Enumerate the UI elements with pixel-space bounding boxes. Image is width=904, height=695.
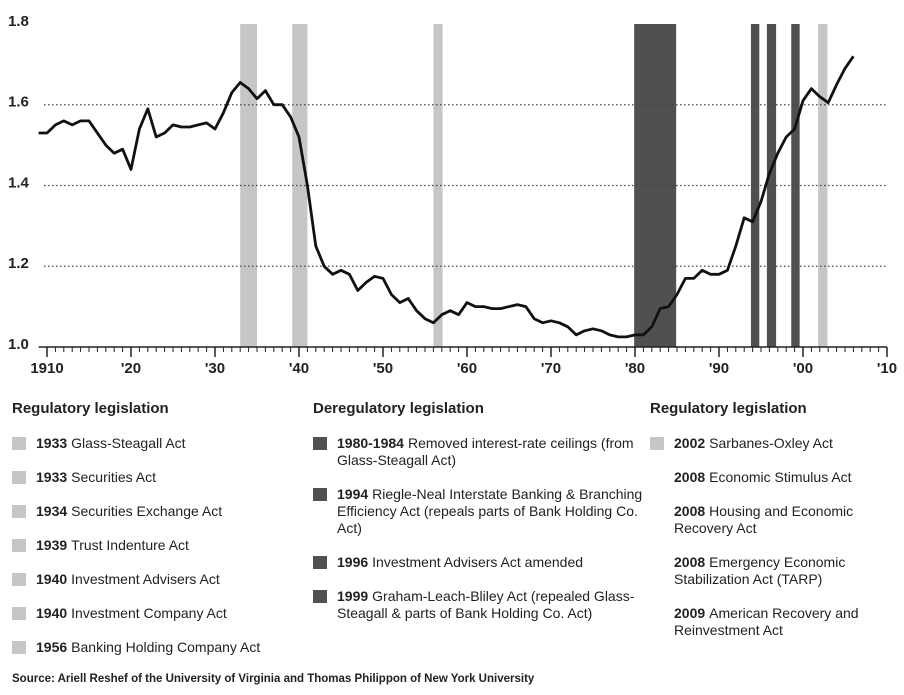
- legend-year: 1980-1984: [337, 435, 404, 451]
- legend-item: 1994 Riegle-Neal Interstate Banking & Bra…: [313, 486, 643, 537]
- legend-swatch: [650, 437, 664, 450]
- legend-item: 1933 Glass-Steagall Act: [12, 435, 312, 452]
- x-tick-label: '20: [121, 360, 141, 377]
- legend-year: 2002: [674, 435, 706, 451]
- legend-year: 1939: [36, 537, 68, 553]
- y-tick-label: 1.4: [8, 174, 30, 191]
- legend-text: Investment Advisers Act: [71, 571, 220, 587]
- legend-year: 1934: [36, 503, 68, 519]
- legislation-band: [791, 24, 800, 347]
- x-tick-label: '90: [709, 360, 729, 377]
- legend-text: Sarbanes-Oxley Act: [709, 435, 833, 451]
- legend-text: American Recovery and Reinvestment Act: [674, 605, 859, 638]
- legend-year: 1994: [337, 486, 369, 502]
- legend-item: 1956 Banking Holding Company Act: [12, 639, 312, 656]
- chart: 1.0 1.2 1.4 1.6 1.8 1910 '20 '30 '40 '50 '60 '70 '80…: [8, 13, 897, 377]
- legend-swatch: [12, 539, 26, 552]
- legend-swatch: [313, 556, 327, 569]
- legend-item: 2002 Sarbanes-Oxley Act: [650, 435, 900, 452]
- x-tick-label: '80: [625, 360, 645, 377]
- x-tick-label: '50: [373, 360, 393, 377]
- y-tick-label: 1.8: [8, 13, 29, 30]
- legend-year: 1933: [36, 435, 68, 451]
- legend-text: Securities Act: [71, 469, 156, 485]
- legend-item: 2009 American Recovery and Reinvestment A…: [650, 605, 900, 639]
- data-line: [38, 55, 855, 339]
- legend-text: Emergency Economic Stabilization Act (TA…: [674, 554, 846, 587]
- legislation-band: [766, 24, 777, 347]
- legend-item: 1996 Investment Advisers Act amended: [313, 554, 643, 571]
- y-tick-label: 1.6: [8, 94, 29, 111]
- legend-text: Riegle-Neal Interstate Banking & Branchi…: [337, 486, 643, 536]
- legend-year: 1933: [36, 469, 68, 485]
- legend-column: Regulatory legislation 2002 Sarbanes-Oxley…: [650, 400, 900, 656]
- legend-column: Regulatory legislation 1933 Glass-Steagall…: [12, 400, 312, 673]
- legend-item: 2008 Emergency Economic Stabilization Act…: [650, 554, 900, 588]
- legend-year: 1999: [337, 588, 369, 604]
- legend-item: 1934 Securities Exchange Act: [12, 503, 312, 520]
- legend-title: Regulatory legislation: [12, 400, 169, 417]
- legend-year: 1940: [36, 571, 68, 587]
- x-tick-label: '60: [457, 360, 477, 377]
- legend-item: 1939 Trust Indenture Act: [12, 537, 312, 554]
- legend-text: Removed interest-rate ceilings (from Gla…: [337, 435, 634, 468]
- y-tick-label: 1.2: [8, 255, 29, 272]
- legend-text: Securities Exchange Act: [71, 503, 223, 519]
- legend-item: 2008 Economic Stimulus Act: [650, 469, 900, 486]
- legend-swatch: [12, 505, 26, 518]
- legend-swatch: [313, 590, 327, 603]
- legend-year: 2008: [674, 554, 706, 570]
- legend-item: 2008 Housing and Economic Recovery Act: [650, 503, 900, 537]
- legend-text: Glass-Steagall Act: [71, 435, 186, 451]
- legend-year: 1956: [36, 639, 68, 655]
- legend-item: 1980-1984 Removed interest-rate ceilings …: [313, 435, 643, 469]
- legend-text: Investment Advisers Act amended: [372, 554, 584, 570]
- legend-item: 1940 Investment Advisers Act: [12, 571, 312, 588]
- legend-item: 1940 Investment Company Act: [12, 605, 312, 622]
- x-tick-label: '10: [877, 360, 897, 377]
- x-tick-label: '00: [793, 360, 813, 377]
- legislation-band: [818, 24, 828, 347]
- legend-text: Housing and Economic Recovery Act: [674, 503, 854, 536]
- legend-year: 2008: [674, 503, 706, 519]
- legend-swatch: [12, 437, 26, 450]
- legend-item: 1933 Securities Act: [12, 469, 312, 486]
- x-tick-label: '70: [541, 360, 561, 377]
- legislation-band: [750, 24, 760, 347]
- legend-swatch: [12, 573, 26, 586]
- legend-swatch: [12, 607, 26, 620]
- legend-item: 1999 Graham-Leach-Bliley Act (repealed Gl…: [313, 588, 643, 622]
- legend-year: 2009: [674, 605, 706, 621]
- x-tick-label: '30: [205, 360, 225, 377]
- legend-swatch: [313, 488, 327, 501]
- legend-text: Graham-Leach-Bliley Act (repealed Glass-…: [337, 588, 635, 621]
- x-tick-label: 1910: [30, 360, 63, 377]
- legend-swatch: [12, 471, 26, 484]
- legend-text: Banking Holding Company Act: [71, 639, 261, 655]
- y-tick-label: 1.0: [8, 336, 29, 353]
- legend-text: Investment Company Act: [71, 605, 227, 621]
- source: Source: Ariell Reshef of the University …: [12, 673, 535, 685]
- legend-text: Trust Indenture Act: [71, 537, 189, 553]
- legend-year: 1940: [36, 605, 68, 621]
- legend-swatch: [12, 641, 26, 654]
- x-tick-label: '40: [289, 360, 309, 377]
- legend-column: Deregulatory legislation 1980-1984 Removed…: [313, 400, 643, 639]
- legend-title: Deregulatory legislation: [313, 400, 484, 417]
- legend-text: Economic Stimulus Act: [709, 469, 852, 485]
- legend-year: 1996: [337, 554, 369, 570]
- legend-title: Regulatory legislation: [650, 400, 807, 417]
- legend-year: 2008: [674, 469, 706, 485]
- legislation-band: [433, 24, 443, 347]
- legend-swatch: [313, 437, 327, 450]
